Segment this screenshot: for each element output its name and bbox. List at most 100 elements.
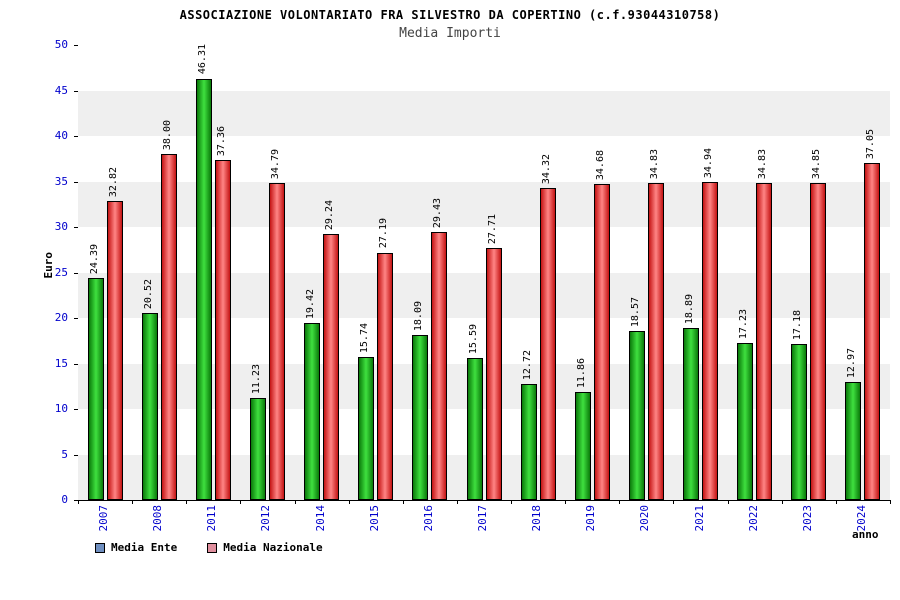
- x-tick-label: 2007: [97, 505, 111, 532]
- y-tick-label: 25: [54, 265, 68, 279]
- bar-value-label: 19.42: [305, 289, 317, 320]
- bar-media-nazionale-2018: [539, 187, 556, 500]
- y-axis-tick: [74, 318, 78, 319]
- bar-media-ente-2016: [412, 335, 429, 500]
- plot-band: [78, 318, 890, 364]
- bar-media-ente-2023: [791, 343, 808, 500]
- x-axis-tick: [619, 500, 621, 504]
- y-axis-tick: [74, 136, 78, 137]
- bar-media-nazionale-2021: [702, 182, 719, 500]
- media-ente-swatch-icon: [95, 542, 105, 553]
- bar-value-label: 18.09: [413, 301, 425, 332]
- x-tick-label: 2015: [367, 505, 381, 532]
- plot-band: [78, 45, 890, 91]
- bar-value-label: 18.89: [684, 294, 696, 325]
- legend: Media Ente Media Nazionale: [95, 541, 323, 554]
- legend-item-media-ente: Media Ente: [95, 541, 177, 554]
- x-axis-tick: [511, 500, 513, 504]
- bar-value-label: 34.32: [540, 153, 552, 184]
- plot-band: [78, 272, 890, 318]
- bar-media-nazionale-2008: [160, 154, 177, 500]
- bar-media-nazionale-2022: [756, 183, 773, 500]
- x-axis-tick: [565, 500, 567, 504]
- x-axis-tick: [890, 500, 891, 504]
- legend-item-media-nazionale: Media Nazionale: [207, 541, 323, 554]
- y-tick-label: 15: [54, 356, 68, 370]
- bar-value-label: 34.68: [594, 150, 606, 181]
- bar-value-label: 34.79: [269, 149, 281, 180]
- plot-band: [78, 90, 890, 136]
- bar-media-nazionale-2015: [377, 252, 394, 500]
- plot-band: [78, 363, 890, 409]
- plot-area: 24.39 32.82 2007 20.52 38.00 2008 46.31 37.36 20…: [78, 44, 891, 532]
- bar-value-label: 20.52: [142, 279, 154, 310]
- x-axis-tick: [348, 500, 350, 504]
- y-axis-tick: [74, 409, 78, 410]
- y-axis-tick: [74, 227, 78, 228]
- x-tick-label: 2017: [476, 505, 489, 532]
- media-ente-legend-label: Media Ente: [111, 541, 178, 554]
- bar-media-nazionale-2007: [106, 201, 123, 500]
- x-axis-tick: [132, 500, 134, 504]
- media-nazionale-legend-label: Media Nazionale: [223, 541, 323, 554]
- bar-media-nazionale-2019: [593, 184, 610, 500]
- bar-value-label: 34.83: [757, 148, 769, 180]
- x-axis-tick: [240, 500, 242, 504]
- x-tick-label: 2014: [313, 505, 327, 532]
- bar-value-label: 37.05: [865, 128, 877, 159]
- x-axis-tick: [781, 500, 783, 504]
- bar-media-ente-2022: [737, 343, 754, 500]
- bar-media-nazionale-2014: [323, 233, 340, 500]
- bar-value-label: 12.72: [521, 350, 533, 381]
- y-axis-tick: [74, 500, 78, 501]
- y-tick-label: 30: [54, 220, 68, 233]
- x-tick-label: 2020: [638, 505, 652, 532]
- x-axis-tick: [78, 500, 79, 504]
- bar-media-ente-2020: [628, 331, 645, 500]
- y-tick-label: 0: [61, 493, 68, 506]
- bar-media-ente-2015: [358, 356, 375, 500]
- x-tick-label: 2022: [746, 505, 760, 532]
- x-tick-label: 2018: [530, 505, 544, 532]
- x-axis-line: [78, 500, 891, 501]
- bar-value-label: 32.82: [107, 167, 119, 198]
- x-tick-label: 2021: [692, 505, 706, 532]
- bar-value-label: 37.36: [215, 125, 227, 157]
- bar-value-label: 34.94: [703, 147, 715, 179]
- chart-title: ASSOCIAZIONE VOLONTARIATO FRA SILVESTRO …: [179, 8, 721, 22]
- y-axis-tick: [74, 454, 78, 456]
- bar-value-label: 12.97: [846, 347, 858, 378]
- bar-value-label: 17.23: [738, 309, 750, 340]
- x-axis-tick: [186, 500, 188, 504]
- y-tick-label: 50: [54, 38, 68, 51]
- bar-media-nazionale-2020: [647, 183, 664, 500]
- bar-media-nazionale-2011: [214, 160, 231, 500]
- bar-value-label: 11.86: [575, 357, 587, 389]
- x-axis-tick: [402, 500, 404, 504]
- x-tick-label: 2012: [259, 505, 273, 532]
- bar-value-label: 11.23: [250, 363, 262, 394]
- plot-band: [78, 409, 890, 455]
- chart-subtitle: Media Importi: [399, 26, 501, 41]
- y-axis-tick: [74, 90, 78, 92]
- y-axis-tick: [74, 363, 78, 365]
- bar-media-ente-2012: [249, 397, 266, 500]
- bar-media-nazionale-2016: [431, 232, 448, 500]
- bar-value-label: 18.57: [629, 296, 641, 328]
- bar-media-ente-2011: [195, 78, 212, 500]
- bar-value-label: 17.18: [792, 309, 804, 340]
- bar-media-nazionale-2024: [864, 162, 881, 500]
- x-axis-label: anno: [852, 528, 879, 541]
- bar-value-label: 27.19: [378, 218, 390, 249]
- x-tick-label: 2011: [205, 505, 219, 532]
- bar-value-label: 27.71: [486, 213, 498, 244]
- bar-media-ente-2008: [141, 313, 158, 500]
- y-tick-label: 40: [54, 129, 68, 142]
- bar-value-label: 46.31: [196, 44, 208, 75]
- bar-value-label: 24.39: [88, 243, 100, 275]
- y-axis-tick: [74, 272, 78, 274]
- x-tick-label: 2019: [584, 505, 598, 532]
- y-tick-label: 5: [61, 447, 68, 461]
- plot-band: [78, 227, 890, 273]
